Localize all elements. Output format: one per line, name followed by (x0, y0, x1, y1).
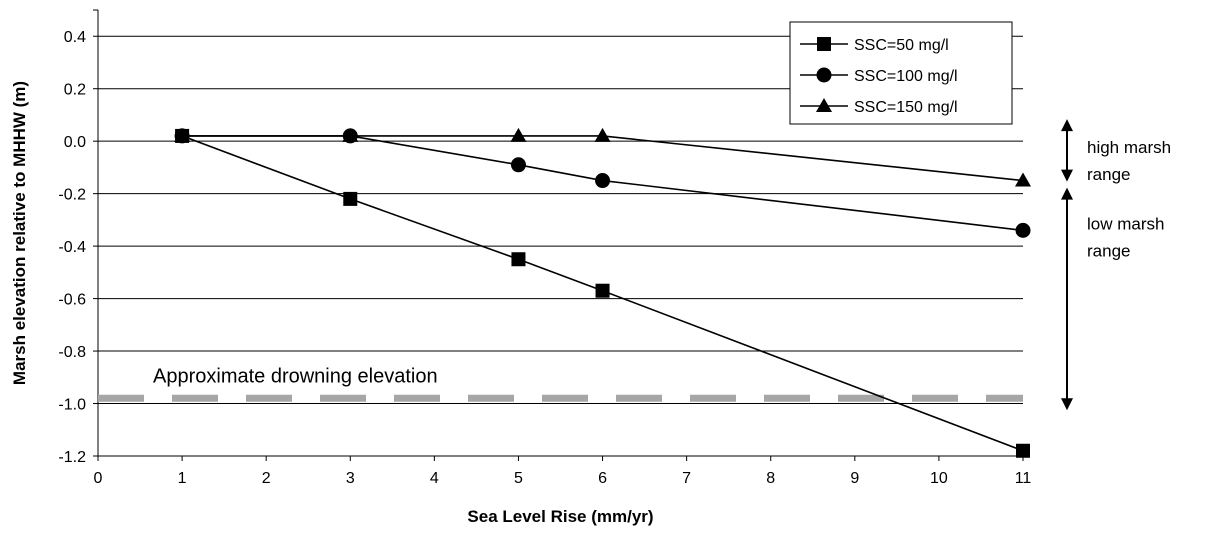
y-tick-label: -0.4 (58, 239, 86, 256)
x-tick-label: 3 (346, 470, 355, 487)
x-tick-label: 9 (850, 470, 859, 487)
marker-triangle (594, 127, 611, 142)
marker-square (343, 191, 358, 206)
y-axis-title: Marsh elevation relative to MHHW (m) (10, 81, 29, 385)
range-label-line2: range (1087, 242, 1130, 261)
y-tick-label: -0.8 (58, 344, 86, 361)
y-tick-label: -0.2 (58, 187, 86, 204)
marker-triangle (174, 127, 191, 142)
legend-label: SSC=50 mg/l (854, 37, 949, 54)
arrowhead (1061, 187, 1073, 200)
marker-square (511, 252, 526, 267)
y-tick-label: -0.6 (58, 292, 86, 309)
x-tick-label: 11 (1015, 470, 1032, 487)
x-tick-label: 0 (94, 470, 103, 487)
series-3 (174, 127, 1031, 187)
x-tick-label: 2 (262, 470, 271, 487)
marker-circle (816, 67, 832, 83)
x-tick-label: 4 (430, 470, 439, 487)
arrowhead (1061, 398, 1073, 411)
marker-triangle (816, 98, 832, 112)
range-label-line2: range (1087, 165, 1130, 184)
range-label-line1: low marsh (1087, 215, 1164, 234)
series-layer (174, 127, 1031, 458)
marker-square (1016, 443, 1030, 458)
x-axis-title: Sea Level Rise (mm/yr) (467, 507, 653, 526)
arrowhead (1061, 169, 1073, 182)
legend-label: SSC=150 mg/l (854, 99, 958, 116)
range-label-line1: high marsh (1087, 138, 1171, 157)
x-tick-label: 7 (682, 470, 691, 487)
x-tick-label: 5 (514, 470, 523, 487)
marker-circle (510, 157, 526, 173)
drowning-elevation-label: Approximate drowning elevation (153, 365, 438, 387)
marker-circle (1015, 222, 1031, 238)
marker-triangle (342, 127, 359, 142)
y-tick-label: -1.0 (58, 397, 86, 414)
series-2 (174, 128, 1031, 238)
legend: SSC=50 mg/l SSC=100 mg/l SSC=150 mg/l (789, 21, 1013, 125)
y-tick-label: 0.0 (64, 134, 86, 151)
marker-square (595, 283, 610, 298)
x-tick-label: 8 (766, 470, 775, 487)
y-tick-label: 0.4 (64, 29, 86, 46)
marker-square (817, 37, 831, 51)
y-tick-label: -1.2 (58, 449, 86, 466)
y-tick-label: 0.2 (64, 82, 86, 99)
x-tick-labels: 0 1 2 3 4 5 6 7 8 9 10 11 (94, 456, 1032, 487)
y-tick-labels: 0.4 0.2 0.0 -0.2 -0.4 -0.6 -0.8 -1.0 -1.2 (58, 29, 86, 466)
marker-triangle (510, 127, 527, 142)
marker-circle (595, 173, 611, 189)
arrowhead (1061, 119, 1073, 132)
x-tick-label: 6 (598, 470, 607, 487)
marker-triangle (1015, 172, 1031, 187)
x-tick-label: 1 (178, 470, 187, 487)
x-tick-label: 10 (930, 470, 948, 487)
range-annotations: high marsh range low marsh range (1061, 119, 1171, 411)
legend-label: SSC=100 mg/l (854, 68, 958, 85)
